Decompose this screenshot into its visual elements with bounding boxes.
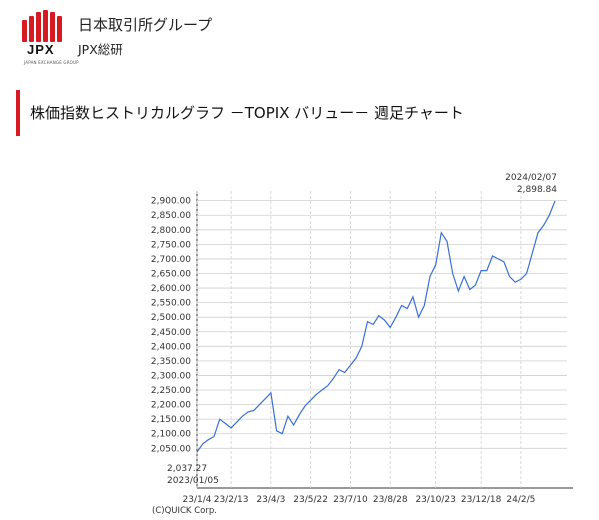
y-tick-label: 2,050.00 <box>151 444 191 454</box>
logo-text: JPX <box>27 42 55 57</box>
logo-subtext: JAPAN EXCHANGE GROUP <box>24 60 79 65</box>
line-chart: 2,900.00 2,850.00 2,800.00 2,750.00 2,700.00… <box>151 173 573 505</box>
x-tick-label: 23/4/3 <box>256 495 285 505</box>
y-tick-label: 2,350.00 <box>151 357 191 367</box>
title-accent-bar <box>16 90 20 136</box>
y-tick-label: 2,900.00 <box>151 197 191 207</box>
y-tick-label: 2,650.00 <box>151 269 191 279</box>
y-tick-label: 2,600.00 <box>151 284 191 294</box>
y-tick-label: 2,850.00 <box>151 211 191 221</box>
x-tick-label: 23/8/28 <box>373 495 408 505</box>
y-tick-label: 2,500.00 <box>151 313 191 323</box>
start-value-label: 2,037.27 <box>167 464 207 474</box>
y-tick-label: 2,450.00 <box>151 328 191 338</box>
y-tick-label: 2,150.00 <box>151 415 191 425</box>
y-tick-label: 2,300.00 <box>151 371 191 381</box>
org-subname[interactable]: JPX総研 <box>78 42 123 57</box>
x-tick-label: 23/2/13 <box>214 495 249 505</box>
y-tick-label: 2,400.00 <box>151 342 191 352</box>
x-tick-label: 23/12/18 <box>461 495 502 505</box>
chart-grid <box>196 191 573 489</box>
series-line <box>196 200 556 453</box>
y-tick-label: 2,250.00 <box>151 386 191 396</box>
x-tick-label: 23/7/10 <box>333 495 368 505</box>
site-header: JPX JAPAN EXCHANGE GROUP 日本取引所グループ JPX総研 <box>0 0 599 80</box>
y-tick-label: 2,800.00 <box>151 226 191 236</box>
chart-series <box>196 200 556 453</box>
y-tick-label: 2,100.00 <box>151 430 191 440</box>
logo-bars-icon <box>22 10 64 42</box>
jpx-logo[interactable]: JPX JAPAN EXCHANGE GROUP <box>22 10 79 68</box>
x-tick-label: 23/10/23 <box>415 495 455 505</box>
chart-annotations: 2,037.27 2023/01/05 2024/02/07 2,898.84 <box>167 173 557 486</box>
x-tick-label: 23/5/22 <box>293 495 328 505</box>
start-date-label: 2023/01/05 <box>167 476 219 486</box>
end-value-label: 2,898.84 <box>517 185 557 195</box>
y-tick-label: 2,200.00 <box>151 401 191 411</box>
y-axis-ticks: 2,900.00 2,850.00 2,800.00 2,750.00 2,700.00… <box>151 197 191 455</box>
x-tick-label: 24/2/5 <box>506 495 535 505</box>
y-tick-label: 2,700.00 <box>151 255 191 265</box>
x-tick-label: 23/1/4 <box>183 495 212 505</box>
org-name[interactable]: 日本取引所グループ <box>78 16 213 34</box>
x-axis-ticks: 23/1/4 23/2/13 23/4/3 23/5/22 23/7/10 23/8/28… <box>183 495 536 505</box>
chart-credit: (C)QUICK Corp. <box>152 506 217 516</box>
page-title: 株価指数ヒストリカルグラフ －TOPIX バリュー－ 週足チャート <box>30 104 464 122</box>
y-tick-label: 2,750.00 <box>151 240 191 250</box>
end-date-label: 2024/02/07 <box>505 173 557 183</box>
chart-container: 2,900.00 2,850.00 2,800.00 2,750.00 2,700.00… <box>0 150 599 520</box>
y-tick-label: 2,550.00 <box>151 299 191 309</box>
